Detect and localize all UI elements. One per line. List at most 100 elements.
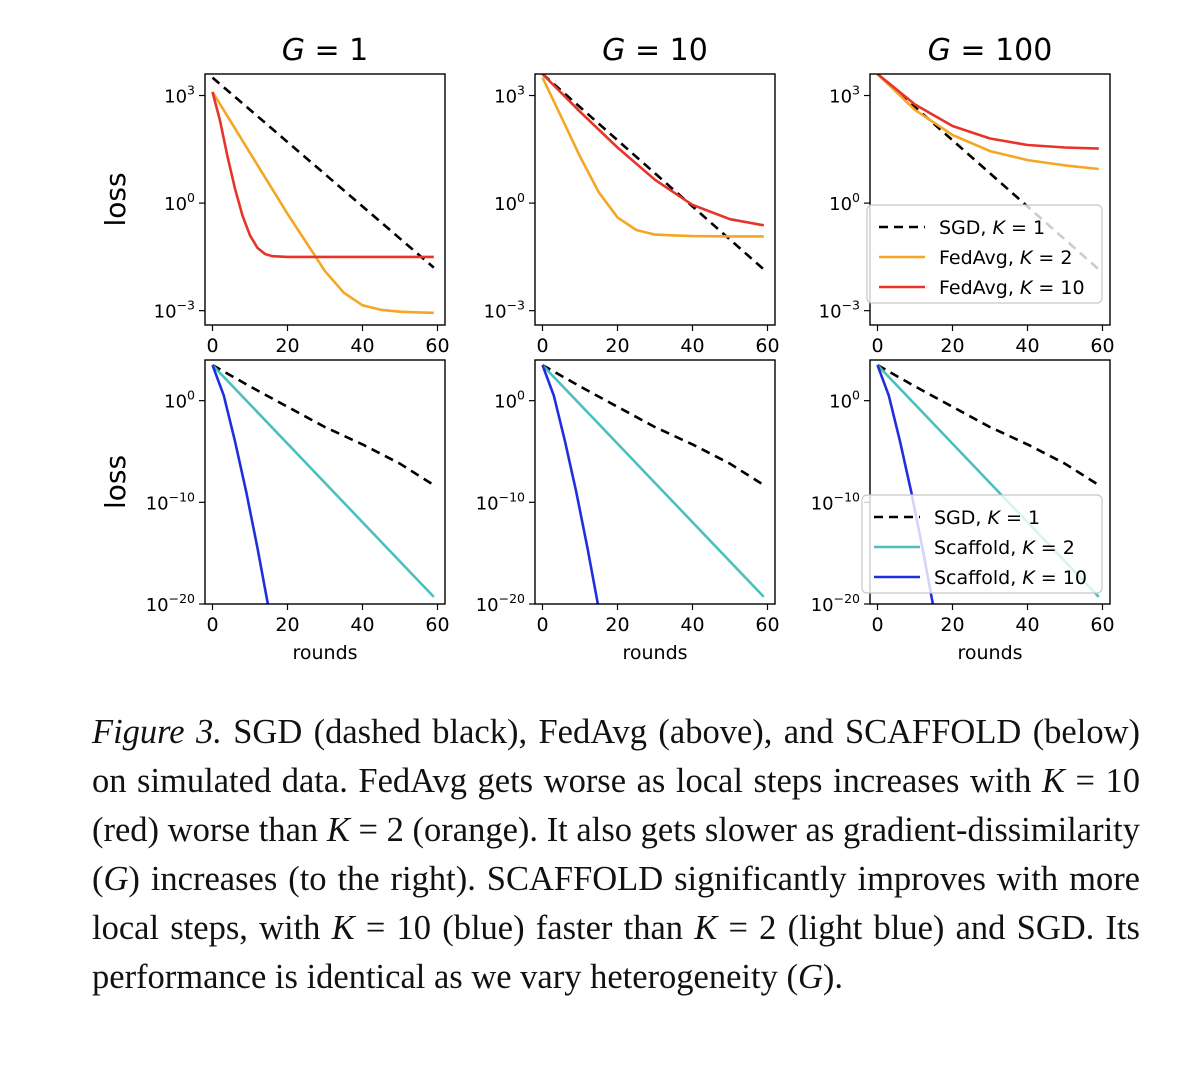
x-tick-label: 60 (425, 614, 449, 636)
series-line (876, 74, 1099, 150)
series-line (541, 364, 765, 598)
y-tick-label: 100 (494, 190, 525, 215)
y-tick-base: 10 (494, 194, 517, 215)
x-tick-label: 40 (680, 614, 704, 636)
y-tick-exponent: −10 (834, 489, 860, 504)
legend-label-symbol: K (1022, 537, 1036, 559)
y-tick-base: 10 (476, 595, 499, 616)
y-tick-label: 10−10 (476, 489, 525, 514)
plot-frame (869, 73, 1111, 326)
x-tick-label: 60 (425, 335, 449, 357)
legend-label: SGD, K = 1 (934, 507, 1040, 529)
x-tick-label: 0 (871, 614, 883, 636)
caption-text: = 2 (light blue) and SGD. Its performanc… (92, 909, 1140, 996)
x-tick-label: 40 (350, 614, 374, 636)
x-tick-label: 0 (206, 335, 218, 357)
x-tick-label: 20 (940, 335, 964, 357)
caption-symbol-k: K (694, 909, 718, 947)
panel-title-symbol: G (602, 33, 625, 68)
panel-title-value: = 100 (951, 33, 1052, 68)
x-axis-label: rounds (622, 642, 687, 664)
y-axis-label: loss (99, 455, 132, 509)
y-tick-label: 103 (164, 83, 195, 108)
legend-label-text: = 10 (1032, 277, 1084, 299)
series-line (211, 364, 435, 598)
y-tick-label: 10−20 (146, 591, 195, 616)
legend-label-text: = 10 (1035, 567, 1087, 589)
series-line (211, 91, 434, 259)
x-tick-label: 40 (680, 335, 704, 357)
plot-frame (204, 73, 446, 326)
legend-label-symbol: K (1020, 277, 1034, 299)
y-tick-exponent: −20 (834, 591, 860, 606)
sgd-series-line (541, 363, 765, 487)
x-tick-label: 20 (275, 335, 299, 357)
x-tick-label: 40 (1015, 614, 1039, 636)
y-tick-label: 10−10 (146, 489, 195, 514)
caption-figure-label: Figure 3. (92, 713, 222, 751)
caption-text: = 2 (orange). It also gets slower as gra… (92, 811, 1140, 898)
series-line (876, 74, 1099, 171)
y-tick-exponent: 3 (187, 83, 195, 98)
y-tick-base: 10 (484, 302, 507, 323)
y-tick-exponent: 0 (187, 190, 195, 205)
y-tick-base: 10 (146, 595, 169, 616)
plot-frame (534, 73, 776, 326)
plot-frame (869, 359, 1111, 605)
y-tick-label: 100 (829, 388, 860, 413)
y-tick-base: 10 (819, 302, 842, 323)
x-tick-label: 60 (755, 614, 779, 636)
y-tick-label: 100 (164, 388, 195, 413)
caption-text: = 10 (red) worse than (92, 762, 1140, 849)
series-group (211, 363, 435, 604)
panel-title-value: = 10 (625, 33, 707, 68)
y-tick-base: 10 (164, 87, 187, 108)
x-axis-label: rounds (957, 642, 1022, 664)
legend-box (861, 494, 1103, 594)
caption-text: ). (822, 958, 844, 996)
x-tick-label: 20 (275, 614, 299, 636)
x-tick-label: 0 (206, 614, 218, 636)
series-line (211, 364, 270, 604)
y-tick-label: 10−10 (811, 489, 860, 514)
y-tick-base: 10 (811, 493, 834, 514)
figure-caption: Figure 3. SGD (dashed black), FedAvg (ab… (92, 708, 1140, 1002)
y-tick-label: 10−3 (819, 298, 860, 323)
y-tick-base: 10 (476, 493, 499, 514)
y-tick-label: 10−20 (811, 591, 860, 616)
panel-title-value: = 1 (305, 33, 368, 68)
y-tick-exponent: 0 (852, 388, 860, 403)
y-tick-base: 10 (494, 392, 517, 413)
y-tick-base: 10 (154, 302, 177, 323)
series-group (541, 74, 765, 271)
y-tick-exponent: 0 (517, 190, 525, 205)
y-tick-exponent: 0 (852, 190, 860, 205)
y-tick-exponent: −10 (169, 489, 195, 504)
x-tick-label: 0 (536, 335, 548, 357)
y-tick-label: 103 (494, 83, 525, 108)
y-tick-base: 10 (829, 87, 852, 108)
series-line (541, 77, 764, 238)
legend-box (866, 204, 1103, 304)
x-tick-label: 40 (1015, 335, 1039, 357)
legend-label-text: = 1 (1000, 507, 1040, 529)
legend-label-text: SGD, (934, 507, 988, 529)
legend-label-symbol: K (988, 507, 1002, 529)
sgd-series-line (541, 74, 765, 271)
y-tick-base: 10 (494, 87, 517, 108)
y-tick-exponent: −20 (169, 591, 195, 606)
sgd-series-line (876, 363, 1100, 487)
y-tick-label: 103 (829, 83, 860, 108)
y-tick-label: 100 (164, 190, 195, 215)
x-tick-label: 60 (1090, 335, 1114, 357)
x-tick-label: 60 (1090, 614, 1114, 636)
y-tick-exponent: −3 (842, 298, 860, 313)
caption-symbol-g: G (103, 860, 129, 898)
caption-symbol-g: G (797, 958, 823, 996)
caption-symbol-k: K (326, 811, 350, 849)
